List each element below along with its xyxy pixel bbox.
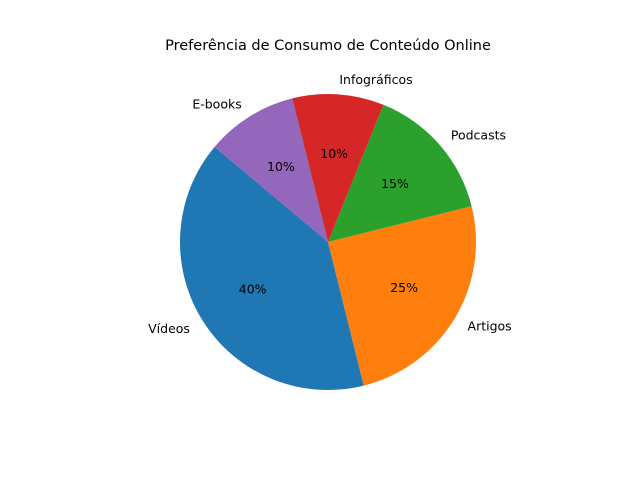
pie-percent-label: 10% xyxy=(267,159,295,174)
pie-percent-label: 40% xyxy=(239,282,267,297)
pie-percent-label: 25% xyxy=(390,280,418,295)
pie-category-label: Artigos xyxy=(468,318,512,333)
pie-percent-labels: 40% 25% 15% 10% 10% xyxy=(239,146,418,297)
pie-category-label: Infográficos xyxy=(339,72,412,87)
pie-percent-label: 15% xyxy=(381,176,409,191)
pie-category-label: Vídeos xyxy=(148,321,190,336)
pie-slices xyxy=(180,94,476,390)
pie-category-label: E-books xyxy=(192,96,241,111)
pie-category-labels: Vídeos Artigos Podcasts Infográficos E-books xyxy=(148,72,512,336)
pie-slice xyxy=(214,98,328,242)
pie-slice xyxy=(180,146,364,390)
pie-slice xyxy=(292,94,384,242)
pie-slice xyxy=(328,104,472,242)
pie-slice xyxy=(328,206,476,386)
pie-percent-label: 10% xyxy=(320,146,348,161)
pie-category-label: Podcasts xyxy=(451,128,506,143)
chart-title: Preferência de Consumo de Conteúdo Onlin… xyxy=(165,38,491,54)
